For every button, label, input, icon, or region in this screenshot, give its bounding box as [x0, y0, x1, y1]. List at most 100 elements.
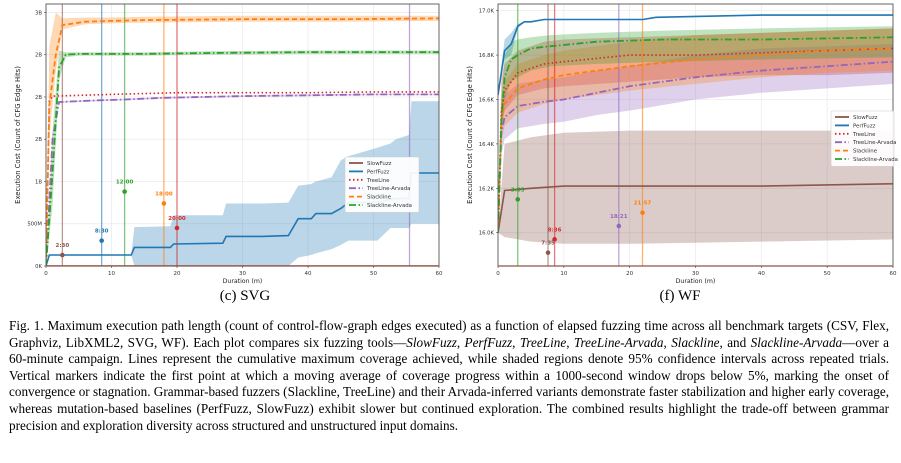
- x-tick-label: 0: [44, 271, 48, 277]
- y-tick-label: 500M: [27, 222, 42, 228]
- x-tick-label: 60: [436, 271, 443, 277]
- convergence-point: [552, 237, 557, 242]
- legend-label: TreeLine: [366, 178, 390, 184]
- series-line-perffuzz: [498, 14, 893, 96]
- convergence-label: 12:00: [116, 180, 134, 186]
- convergence-point: [60, 252, 65, 258]
- legend-label: TreeLine-Arvada: [852, 140, 896, 146]
- convergence-point: [640, 210, 645, 216]
- legend: SlowFuzz PerfFuzz TreeLine TreeLine-Arvada S…: [830, 110, 898, 167]
- legend-label: SlowFuzz: [367, 161, 392, 167]
- ci-band-treeline: [498, 28, 893, 233]
- legend-label: Slackline: [853, 149, 878, 155]
- convergence-label: 3:03: [511, 187, 525, 193]
- convergence-label: 21:57: [634, 201, 652, 207]
- caption-tool-name: SlowFuzz: [406, 334, 457, 350]
- series-line-treeline-arvada: [498, 60, 893, 233]
- x-tick-label: 0: [496, 271, 500, 277]
- series-line-slackline-arvada: [46, 51, 439, 266]
- x-tick-label: 30: [239, 271, 246, 277]
- caption-text: ,: [663, 334, 672, 350]
- x-tick-label: 60: [890, 271, 897, 277]
- convergence-point: [99, 238, 104, 243]
- convergence-label: 18:00: [155, 191, 173, 197]
- caption-text: —over a 60-minute campaign. Lines repres…: [9, 334, 889, 433]
- y-tick-label: 17.0K: [479, 9, 495, 15]
- x-tick-label: 20: [174, 271, 181, 277]
- svg-chart-panel: 2:30 8:30 12:00 18:00 20:00 0 10 20 30 40 50 60 0K 50…: [0, 0, 450, 290]
- legend-label: TreeLine-Arvada: [366, 186, 410, 192]
- convergence-point: [515, 197, 521, 202]
- convergence-point: [161, 201, 167, 206]
- y-tick-label: 16.4K: [479, 142, 495, 148]
- x-tick-label: 50: [824, 271, 831, 277]
- ci-band-slackline: [498, 28, 893, 233]
- convergence-label: 7:35: [541, 241, 555, 247]
- legend-label: TreeLine: [852, 132, 876, 138]
- wf-chart-panel: 3:03 7:35 8:36 18:21 21:57 0 10 20 30 40 50 60 16.0K…: [450, 0, 901, 290]
- convergence-label: 8:30: [95, 229, 109, 235]
- y-tick-label: 2B: [35, 95, 42, 101]
- legend-label: PerfFuzz: [367, 169, 390, 175]
- caption-tool-name: Slackline: [671, 334, 720, 350]
- y-axis-label: Execution Cost (Count of CFG Edge Hits): [466, 66, 474, 204]
- convergence-point: [122, 189, 127, 194]
- series-line-slackline-arvada: [498, 36, 893, 233]
- x-tick-label: 10: [560, 271, 567, 277]
- legend-label: Slackline-Arvada: [367, 203, 412, 209]
- caption-tool-name: TreeLine-Arvada: [573, 334, 664, 350]
- y-tick-label: 16.0K: [479, 231, 495, 237]
- svg-coverage-chart: 2:30 8:30 12:00 18:00 20:00 0 10 20 30 40 50 60 0K 50…: [14, 3, 443, 285]
- x-tick-label: 10: [108, 271, 115, 277]
- y-tick-label: 2B: [35, 53, 42, 59]
- caption-tool-name: PerfFuzz: [464, 334, 513, 350]
- series-line-treeline: [498, 47, 893, 233]
- subfigure-caption-svg: (c) SVG: [219, 288, 271, 304]
- convergence-label: 18:21: [610, 214, 628, 220]
- series-line-slackline: [498, 47, 893, 233]
- x-tick-label: 40: [305, 271, 312, 277]
- y-tick-label: 0K: [35, 264, 42, 270]
- caption-text: , and: [719, 334, 751, 350]
- legend-label: PerfFuzz: [853, 123, 876, 129]
- convergence-label: 20:00: [168, 216, 186, 222]
- x-axis-label: Duration (m): [676, 278, 716, 285]
- ci-band-treeline-arvada: [498, 44, 893, 233]
- convergence-point: [545, 250, 551, 255]
- caption-text: Fig. 1. Maximum execution path length (c…: [9, 318, 889, 350]
- y-axis-label: Execution Cost (Count of CFG Edge Hits): [14, 66, 22, 204]
- x-tick-label: 20: [626, 271, 633, 277]
- wf-coverage-chart: 3:03 7:35 8:36 18:21 21:57 0 10 20 30 40 50 60 16.0K…: [466, 3, 898, 285]
- convergence-point: [174, 225, 180, 231]
- y-tick-label: 16.6K: [479, 97, 495, 103]
- caption-text: ,: [456, 334, 465, 350]
- figure-caption: Fig. 1. Maximum execution path length (c…: [9, 318, 889, 434]
- ci-band-slowfuzz: [498, 130, 893, 244]
- x-axis-label: Duration (m): [223, 278, 263, 285]
- legend-label: Slackline: [367, 195, 392, 201]
- caption-text: ,: [512, 334, 520, 350]
- y-tick-label: 16.2K: [479, 186, 495, 192]
- subfigure-caption-wf: (f) WF: [659, 288, 701, 304]
- y-tick-label: 3B: [35, 10, 42, 16]
- ci-band-perffuzz: [46, 101, 439, 266]
- x-tick-label: 40: [758, 271, 765, 277]
- convergence-point: [616, 223, 622, 229]
- y-tick-label: 16.8K: [479, 53, 495, 59]
- series-group: [498, 4, 893, 266]
- x-tick-label: 30: [692, 271, 699, 277]
- caption-tool-name: Slackline-Arvada: [750, 334, 843, 350]
- series-group: [46, 4, 439, 266]
- legend-box: [344, 156, 420, 213]
- legend: SlowFuzz PerfFuzz TreeLine TreeLine-Arvada S…: [344, 156, 420, 213]
- convergence-label: 8:36: [548, 227, 562, 233]
- legend-label: SlowFuzz: [853, 115, 878, 121]
- convergence-label: 2:30: [56, 243, 70, 249]
- x-tick-label: 50: [370, 271, 377, 277]
- legend-label: Slackline-Arvada: [853, 157, 898, 163]
- caption-tool-name: TreeLine: [519, 334, 567, 350]
- series-line-slackline: [46, 17, 439, 266]
- series-line-slowfuzz: [498, 183, 893, 233]
- y-tick-label: 1B: [35, 179, 42, 185]
- y-tick-label: 2B: [35, 137, 42, 143]
